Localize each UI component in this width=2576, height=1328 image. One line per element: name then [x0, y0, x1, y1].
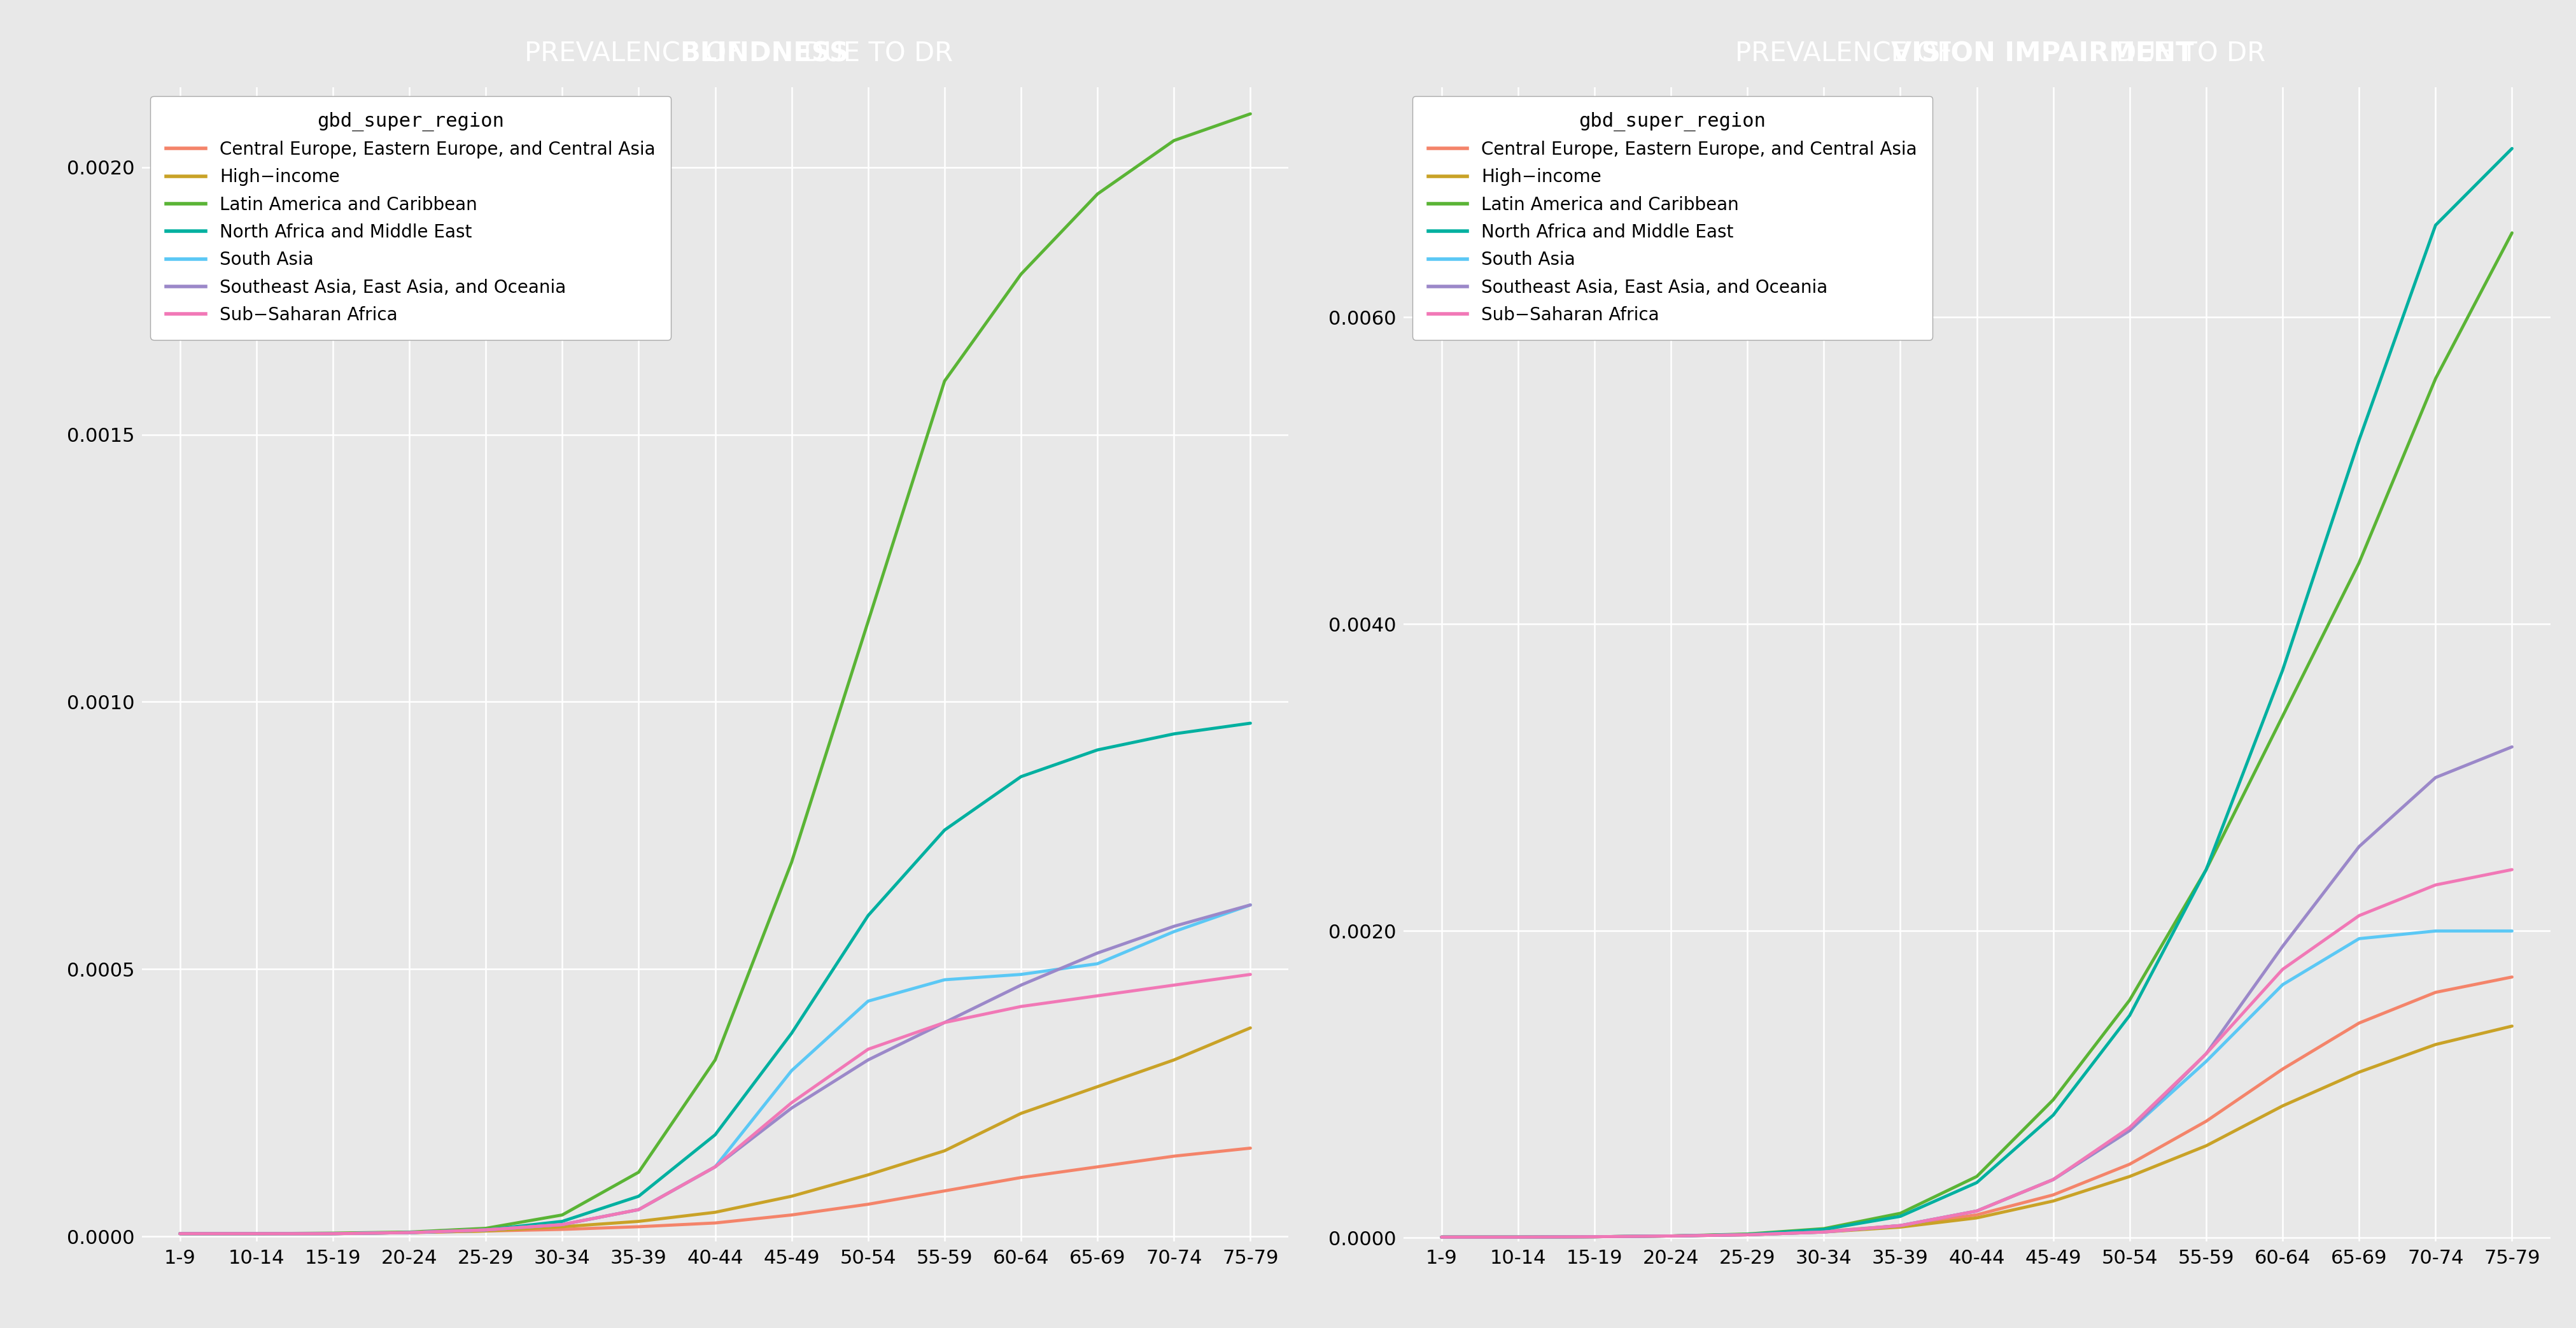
Text: DUE TO DR: DUE TO DR: [796, 40, 953, 66]
Text: PREVALENCE OF: PREVALENCE OF: [1734, 40, 1960, 66]
Legend: Central Europe, Eastern Europe, and Central Asia, High−income, Latin America and: Central Europe, Eastern Europe, and Cent…: [1412, 96, 1932, 340]
Legend: Central Europe, Eastern Europe, and Central Asia, High−income, Latin America and: Central Europe, Eastern Europe, and Cent…: [149, 96, 672, 340]
Text: BLINDNESS: BLINDNESS: [680, 40, 850, 66]
Text: DUE TO DR: DUE TO DR: [2107, 40, 2264, 66]
Text: VISION IMPAIRMENT: VISION IMPAIRMENT: [1891, 40, 2195, 66]
Text: PREVALENCE OF: PREVALENCE OF: [523, 40, 750, 66]
